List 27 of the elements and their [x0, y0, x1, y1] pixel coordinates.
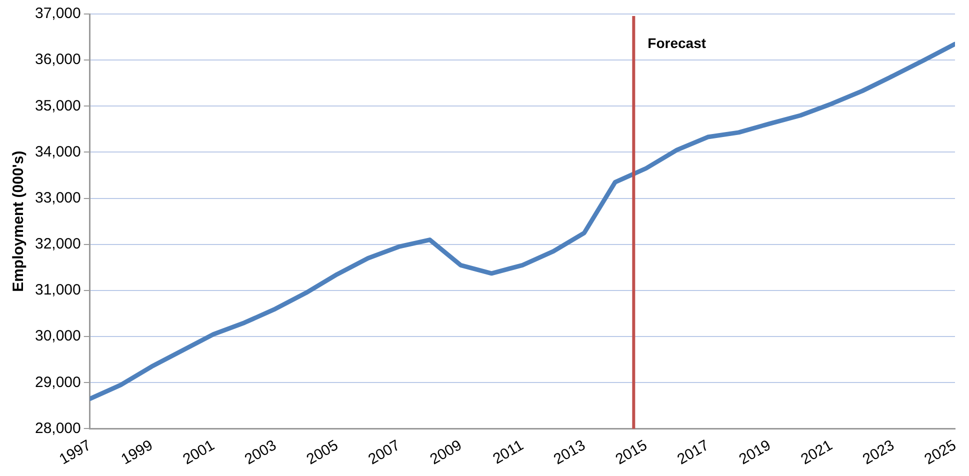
y-tick-label: 31,000 [34, 282, 81, 299]
ref-line-label: Forecast [648, 34, 706, 51]
y-tick-label: 36,000 [34, 51, 81, 68]
x-tick-label: 2025 [922, 436, 960, 468]
x-tick-label: 1999 [118, 436, 156, 468]
y-tick-label: 35,000 [34, 97, 81, 114]
y-tick-label: 33,000 [34, 189, 81, 206]
x-tick-label: 2013 [550, 436, 588, 468]
x-tick-label: 1997 [56, 436, 94, 468]
y-tick-label: 34,000 [34, 143, 81, 160]
x-tick-label: 2015 [612, 436, 650, 468]
y-tick-label: 29,000 [34, 374, 81, 391]
x-tick-label: 2007 [366, 436, 403, 468]
y-tick-label: 28,000 [34, 420, 81, 437]
y-tick-label: 32,000 [34, 236, 81, 253]
x-tick-label: 2011 [490, 436, 527, 468]
x-tick-label: 2005 [304, 436, 342, 468]
x-tick-label: 2009 [427, 436, 465, 468]
x-tick-label: 2003 [242, 436, 280, 468]
x-tick-label: 2017 [674, 436, 712, 468]
x-tick-label: 2021 [798, 436, 836, 468]
y-tick-label: 37,000 [34, 5, 81, 22]
y-axis-title: Employment (000's) [10, 150, 28, 292]
x-tick-label: 2023 [860, 436, 898, 468]
y-tick-label: 30,000 [34, 328, 81, 345]
x-tick-label: 2019 [736, 436, 774, 468]
x-tick-label: 2001 [180, 436, 218, 468]
